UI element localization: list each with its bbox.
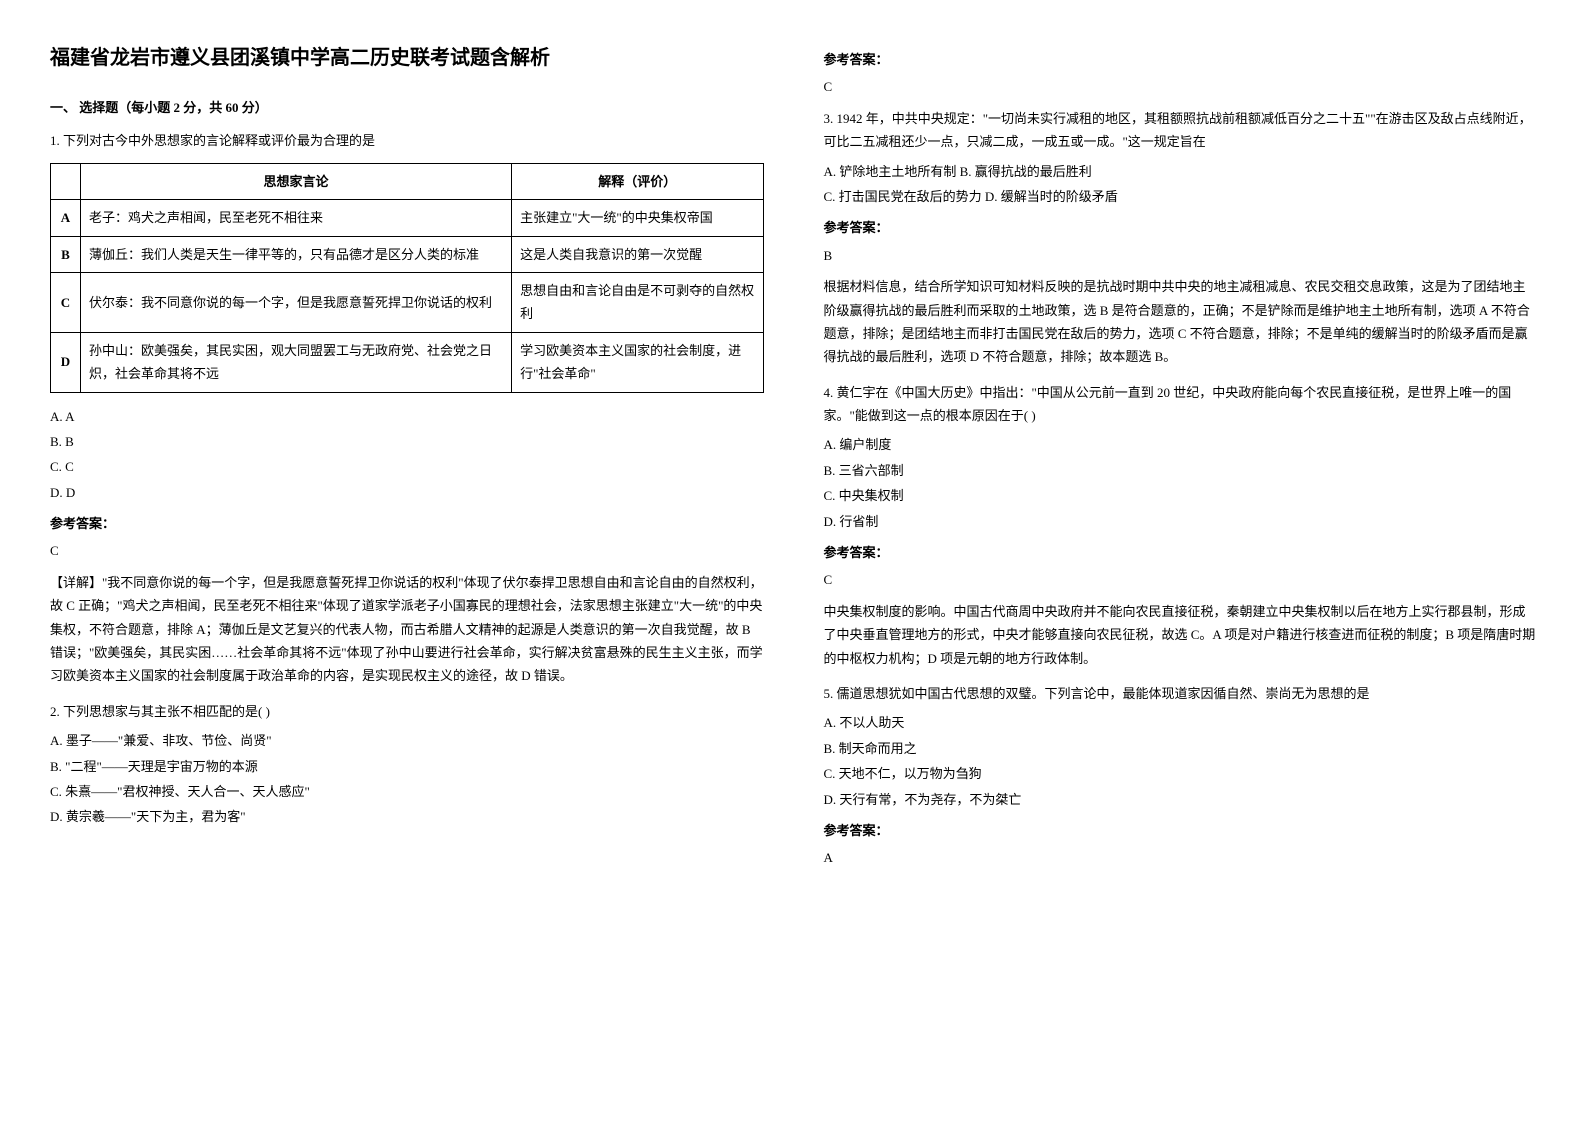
option-a: A. 墨子——"兼爱、非攻、节俭、尚贤" [50,729,764,752]
option-b: B. "二程"——天理是宇宙万物的本源 [50,755,764,778]
option-b: B. 制天命而用之 [824,737,1538,760]
header-cell: 思想家言论 [81,163,512,199]
q3-intro: 3. 1942 年，中共中央规定："一切尚未实行减租的地区，其租额照抗战前租额减… [824,107,1538,154]
option-a: A. 编户制度 [824,433,1538,456]
table-row: B 薄伽丘：我们人类是天生一律平等的，只有品德才是区分人类的标准 这是人类自我意… [51,236,764,272]
option-c: C. 天地不仁，以万物为刍狗 [824,762,1538,785]
answer-value: C [824,75,1538,98]
q4-intro: 4. 黄仁宇在《中国大历史》中指出："中国从公元前一直到 20 世纪，中央政府能… [824,381,1538,428]
answer-label: 参考答案： [824,48,1538,71]
option-b: B. 三省六部制 [824,459,1538,482]
row-statement: 薄伽丘：我们人类是天生一律平等的，只有品德才是区分人类的标准 [81,236,512,272]
row-letter: A [51,200,81,236]
option-d: D. 天行有常，不为尧存，不为桀亡 [824,788,1538,811]
row-statement: 伏尔泰：我不同意你说的每一个字，但是我愿意誓死捍卫你说话的权利 [81,272,512,332]
header-cell: 解释（评价） [512,163,763,199]
row-evaluation: 这是人类自我意识的第一次觉醒 [512,236,763,272]
q1-options: A. A B. B C. C D. D [50,405,764,505]
table-row: C 伏尔泰：我不同意你说的每一个字，但是我愿意誓死捍卫你说话的权利 思想自由和言… [51,272,764,332]
left-column: 福建省龙岩市遵义县团溪镇中学高二历史联考试题含解析 一、 选择题（每小题 2 分… [50,40,764,882]
q1-intro: 1. 下列对古今中外思想家的言论解释或评价最为合理的是 [50,129,764,152]
option-a: A. 不以人助天 [824,711,1538,734]
question-2: 2. 下列思想家与其主张不相匹配的是( ) A. 墨子——"兼爱、非攻、节俭、尚… [50,700,764,829]
option-d: D. D [50,481,764,504]
option-c: C. 朱熹——"君权神授、天人合一、天人感应" [50,780,764,803]
question-3: 3. 1942 年，中共中央规定："一切尚未实行减租的地区，其租额照抗战前租额减… [824,107,1538,369]
table-header-row: 思想家言论 解释（评价） [51,163,764,199]
row-letter: B [51,236,81,272]
answer-value: A [824,846,1538,869]
answer-label: 参考答案： [50,512,764,535]
header-cell [51,163,81,199]
row-letter: C [51,272,81,332]
option-d: D. 行省制 [824,510,1538,533]
answer-label: 参考答案： [824,216,1538,239]
section-header: 一、 选择题（每小题 2 分，共 60 分） [50,96,764,119]
option-d: D. 黄宗羲——"天下为主，君为客" [50,805,764,828]
document-title: 福建省龙岩市遵义县团溪镇中学高二历史联考试题含解析 [50,40,764,76]
question-1: 1. 下列对古今中外思想家的言论解释或评价最为合理的是 思想家言论 解释（评价）… [50,129,764,687]
q4-explanation: 中央集权制度的影响。中国古代商周中央政府并不能向农民直接征税，秦朝建立中央集权制… [824,600,1538,670]
answer-label: 参考答案： [824,819,1538,842]
option-c: C. C [50,455,764,478]
row-evaluation: 主张建立"大一统"的中央集权帝国 [512,200,763,236]
answer-value: C [824,568,1538,591]
q3-options-line2: C. 打击国民党在敌后的势力 D. 缓解当时的阶级矛盾 [824,185,1538,208]
q2-intro: 2. 下列思想家与其主张不相匹配的是( ) [50,700,764,723]
option-c: C. 中央集权制 [824,484,1538,507]
table-row: A 老子：鸡犬之声相闻，民至老死不相往来 主张建立"大一统"的中央集权帝国 [51,200,764,236]
q3-options-line1: A. 铲除地主土地所有制 B. 赢得抗战的最后胜利 [824,160,1538,183]
question-5: 5. 儒道思想犹如中国古代思想的双璧。下列言论中，最能体现道家因循自然、崇尚无为… [824,682,1538,870]
question-4: 4. 黄仁宇在《中国大历史》中指出："中国从公元前一直到 20 世纪，中央政府能… [824,381,1538,670]
q3-explanation: 根据材料信息，结合所学知识可知材料反映的是抗战时期中共中央的地主减租减息、农民交… [824,275,1538,369]
q1-table: 思想家言论 解释（评价） A 老子：鸡犬之声相闻，民至老死不相往来 主张建立"大… [50,163,764,393]
answer-value: B [824,244,1538,267]
row-statement: 孙中山：欧美强矣，其民实困，观大同盟罢工与无政府党、社会党之日炽，社会革命其将不… [81,332,512,392]
right-column: 参考答案： C 3. 1942 年，中共中央规定："一切尚未实行减租的地区，其租… [824,40,1538,882]
q5-intro: 5. 儒道思想犹如中国古代思想的双璧。下列言论中，最能体现道家因循自然、崇尚无为… [824,682,1538,705]
option-a: A. A [50,405,764,428]
q1-explanation: 【详解】"我不同意你说的每一个字，但是我愿意誓死捍卫你说话的权利"体现了伏尔泰捍… [50,571,764,688]
answer-label: 参考答案： [824,541,1538,564]
option-b: B. B [50,430,764,453]
row-letter: D [51,332,81,392]
row-evaluation: 思想自由和言论自由是不可剥夺的自然权利 [512,272,763,332]
row-evaluation: 学习欧美资本主义国家的社会制度，进行"社会革命" [512,332,763,392]
row-statement: 老子：鸡犬之声相闻，民至老死不相往来 [81,200,512,236]
answer-value: C [50,539,764,562]
table-row: D 孙中山：欧美强矣，其民实困，观大同盟罢工与无政府党、社会党之日炽，社会革命其… [51,332,764,392]
